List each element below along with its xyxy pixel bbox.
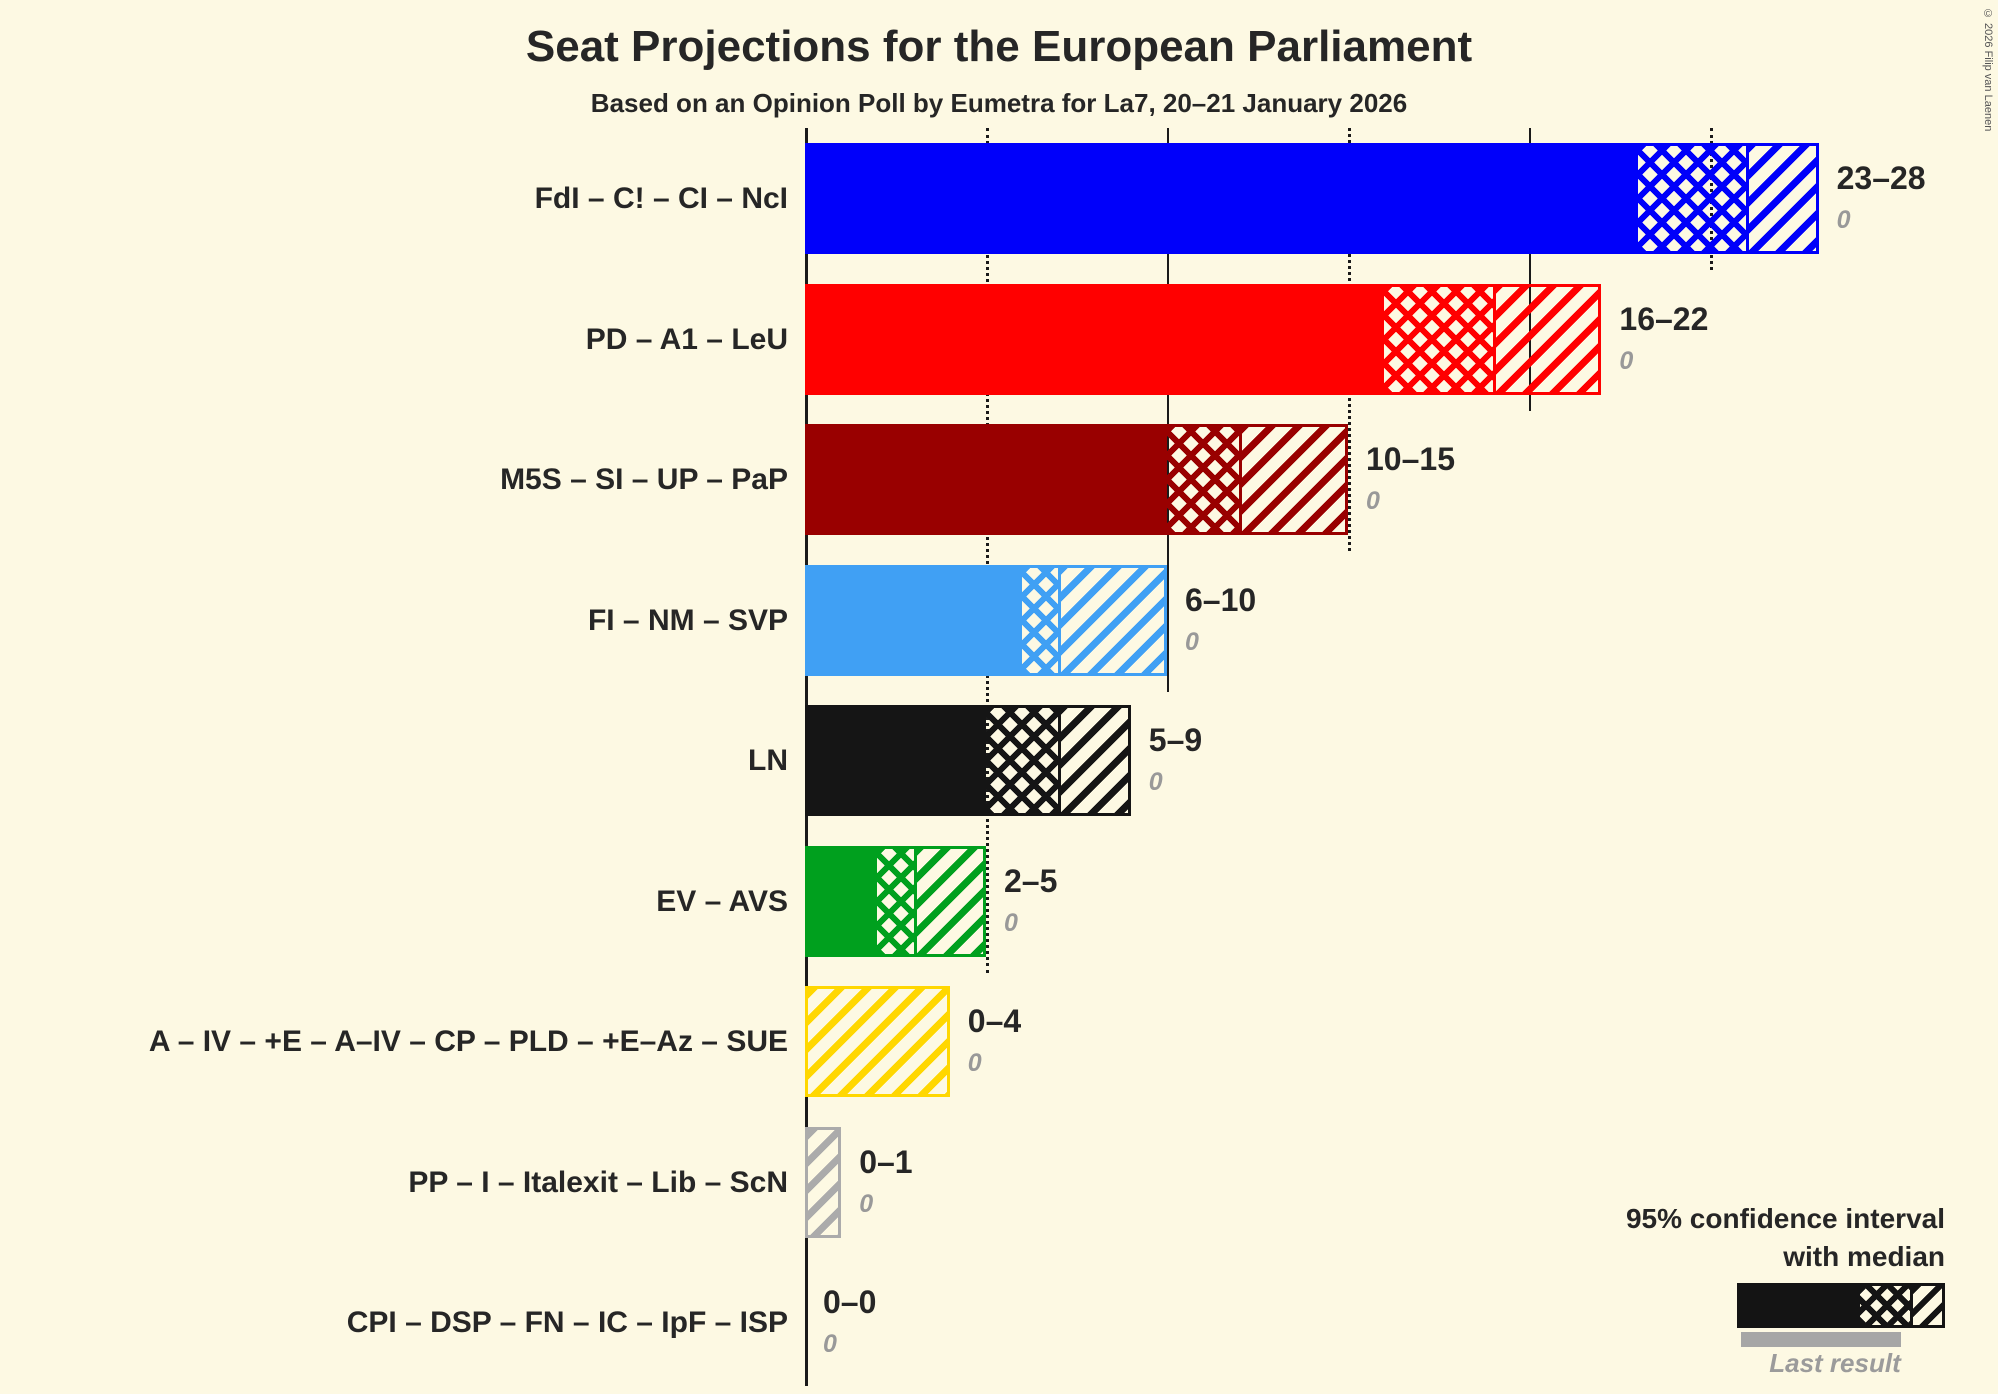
- bar-ci-median-to-upper-segment: [1058, 567, 1164, 673]
- legend-diagonal-segment: [1909, 1286, 1942, 1325]
- bar-ci-median-to-upper-segment: [1239, 427, 1345, 532]
- legend-solid-segment: [1740, 1286, 1858, 1325]
- bar-ci-lower-to-median-segment: [986, 708, 1059, 813]
- median-divider: [1239, 427, 1243, 532]
- party-label: FI – NM – SVP: [587, 603, 788, 637]
- bar: [805, 1126, 842, 1238]
- legend-last-result-label: Last result: [1769, 1348, 1901, 1378]
- median-divider: [1058, 567, 1062, 673]
- bar-ci-lower-to-median-segment: [1022, 567, 1059, 673]
- range-label: 0–0: [823, 1284, 877, 1320]
- bar: [805, 845, 986, 957]
- last-result-label: 0: [1148, 768, 1163, 796]
- range-label: 10–15: [1366, 441, 1455, 477]
- last-result-label: 0: [967, 1049, 982, 1077]
- bar-solid-segment: [808, 427, 1167, 532]
- bar-ci-median-to-upper-segment: [808, 1129, 839, 1235]
- party-label: EV – AVS: [656, 884, 788, 918]
- legend-ci-line2: with median: [1783, 1241, 1945, 1272]
- legend-last-result-sample: [1741, 1332, 1901, 1347]
- party-label: A – IV – +E – A–IV – CP – PLD – +E–Az – …: [148, 1025, 788, 1058]
- bar-ci-median-to-upper-segment: [913, 848, 983, 954]
- party-label: PP – I – Italexit – Lib – ScN: [408, 1165, 788, 1199]
- bar: [805, 705, 1131, 816]
- range-label: 6–10: [1185, 581, 1257, 618]
- legend-ci-line1: 95% confidence interval: [1625, 1203, 1945, 1234]
- median-divider: [1746, 146, 1750, 251]
- legend-crosshatch-segment: [1857, 1286, 1910, 1325]
- party-label: M5S – SI – UP – PaP: [500, 463, 788, 496]
- gridline-10: [1167, 128, 1169, 692]
- bar-ci-lower-to-median-segment: [1167, 427, 1240, 532]
- median-divider: [1058, 708, 1062, 813]
- median-divider: [913, 848, 917, 954]
- last-result-label: 0: [859, 1189, 874, 1218]
- bar: [805, 143, 1819, 254]
- party-label: LN: [748, 744, 788, 777]
- bar-ci-median-to-upper-segment: [1746, 146, 1816, 251]
- chart-subtitle: Based on an Opinion Poll by Eumetra for …: [590, 88, 1408, 118]
- party-label: CPI – DSP – FN – IC – IpF – ISP: [346, 1306, 788, 1339]
- median-divider: [1492, 286, 1496, 392]
- legend-ci-sample: [1737, 1283, 1945, 1328]
- last-result-label: 0: [1004, 908, 1018, 937]
- range-label: 0–4: [967, 1003, 1022, 1039]
- gridline-5: [986, 128, 989, 973]
- range-label: 16–22: [1619, 300, 1709, 337]
- party-label: FdI – C! – CI – NcI: [534, 182, 788, 215]
- last-result-label: 0: [1836, 206, 1851, 234]
- bar-solid-segment: [808, 567, 1023, 673]
- bar-ci-median-to-upper-segment: [1058, 708, 1128, 813]
- bar-ci-median-to-upper-segment: [808, 989, 947, 1094]
- range-label: 0–1: [859, 1143, 913, 1180]
- legend-ci-label: 95% confidence interval with median: [1626, 1200, 1945, 1276]
- bar-ci-lower-to-median-segment: [1637, 146, 1747, 251]
- copyright-note: © 2026 Filip van Laenen: [1982, 8, 1994, 132]
- range-label: 2–5: [1004, 862, 1058, 899]
- range-label: 5–9: [1148, 722, 1203, 758]
- bar-ci-lower-to-median-segment: [1384, 286, 1493, 392]
- range-label: 23–28: [1836, 160, 1926, 196]
- bar: [805, 564, 1167, 676]
- bar-ci-lower-to-median-segment: [877, 848, 914, 954]
- bar-solid-segment: [808, 286, 1385, 392]
- last-result-label: 0: [1619, 346, 1634, 375]
- bar: [805, 986, 950, 1097]
- bar: [805, 424, 1348, 535]
- last-result-label: 0: [823, 1330, 837, 1358]
- party-label: PD – A1 – LeU: [585, 322, 788, 356]
- last-result-label: 0: [1366, 487, 1380, 515]
- bar: [805, 283, 1602, 395]
- chart-title: Seat Projections for the European Parlia…: [525, 22, 1473, 71]
- bar-solid-segment: [808, 848, 878, 954]
- bar-ci-median-to-upper-segment: [1492, 286, 1599, 392]
- bar-solid-segment: [808, 146, 1638, 251]
- bar-solid-segment: [808, 708, 986, 813]
- gridline-20: [1529, 128, 1531, 411]
- last-result-label: 0: [1185, 627, 1199, 656]
